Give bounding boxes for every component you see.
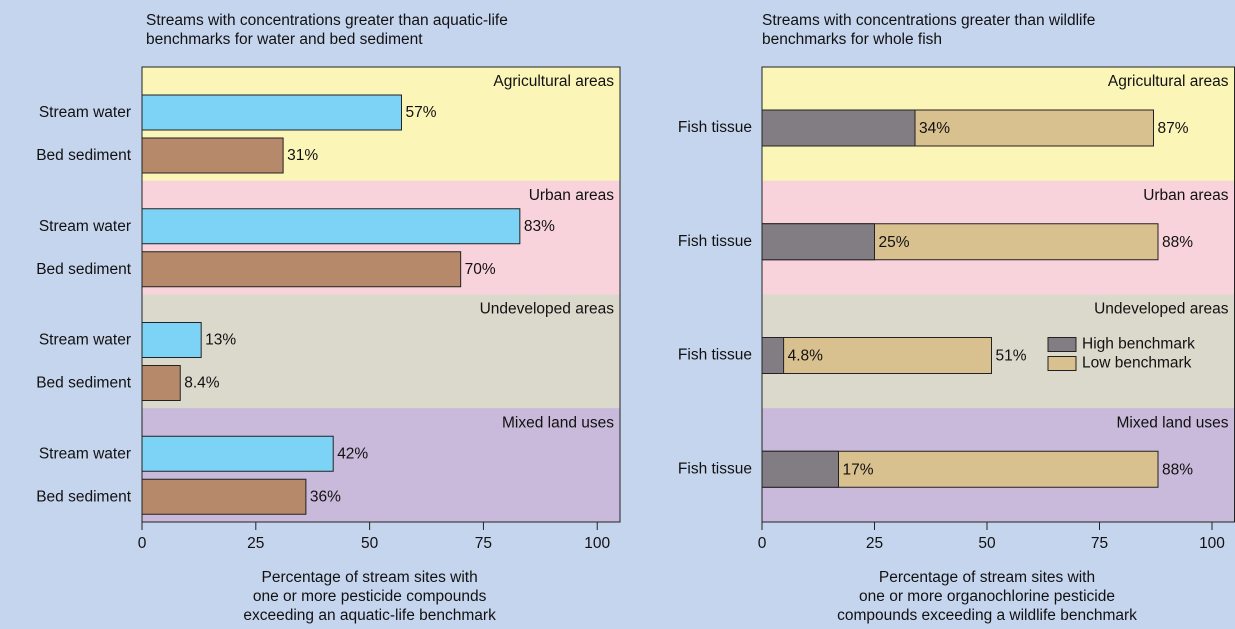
bar [761,450,839,488]
value-label: 34% [919,120,950,137]
value-label: 8.4% [184,375,220,392]
group-label: Mixed land uses [1116,414,1228,431]
value-label: 88% [1162,461,1193,478]
bar [141,251,462,288]
x-tick-label: 50 [978,535,996,552]
value-label: 25% [879,234,910,251]
group-label: Undeveloped areas [1094,301,1229,318]
bar [141,478,307,515]
legend-label: Low benchmark [1082,355,1192,372]
legend-label: High benchmark [1082,336,1195,353]
bar [141,435,334,472]
row-label: Stream water [39,332,131,349]
x-tick-label: 25 [866,535,883,552]
row-label: Bed sediment [36,147,131,164]
row-label: Fish tissue [678,347,752,364]
value-label: 42% [337,445,368,462]
group-label: Agricultural areas [493,73,614,90]
x-tick-label: 0 [758,535,767,552]
row-label: Fish tissue [678,460,752,477]
bar [761,109,916,147]
value-label: 83% [524,218,555,235]
bar [141,365,181,401]
value-label: 4.8% [788,348,824,365]
bar [141,94,402,131]
x-axis-label: one or more organochlorine pesticide [859,588,1115,605]
x-tick-label: 0 [138,535,147,552]
row-label: Fish tissue [678,119,752,136]
chart-title: Streams with concentrations greater than… [762,12,1095,29]
bar [761,223,875,261]
x-axis-label: one or more pesticide compounds [253,588,487,605]
chart-title: benchmarks for water and bed sediment [146,31,423,48]
value-label: 70% [465,261,496,278]
group-label: Undeveloped areas [480,301,615,318]
row-label: Bed sediment [36,488,131,505]
legend-swatch [1047,356,1077,371]
value-label: 57% [405,104,436,121]
x-axis-label: Percentage of stream sites with [261,569,477,586]
bar [141,208,521,245]
row-label: Stream water [39,218,131,235]
group-label: Urban areas [1143,187,1229,204]
row-label: Stream water [39,445,131,462]
x-tick-label: 75 [475,535,492,552]
x-tick-label: 50 [361,535,379,552]
x-tick-label: 100 [584,535,610,552]
value-label: 17% [843,461,874,478]
x-axis-label: Percentage of stream sites with [879,569,1095,586]
value-label: 88% [1162,234,1193,251]
group-label: Agricultural areas [1108,73,1229,90]
plot-frame [141,66,621,523]
x-axis-label: compounds exceeding a wildlife benchmark [837,607,1137,624]
chart-title: Streams with concentrations greater than… [146,12,508,29]
bar [761,337,785,374]
x-axis-label: exceeding an aquatic-life benchmark [243,607,496,624]
value-label: 87% [1158,120,1189,137]
value-label: 36% [310,488,341,505]
category-band [142,294,620,409]
row-label: Bed sediment [36,261,131,278]
x-tick-label: 100 [1199,535,1225,552]
value-label: 13% [205,332,236,349]
legend-swatch [1047,337,1077,352]
row-label: Stream water [39,104,131,121]
group-label: Mixed land uses [502,414,614,431]
value-label: 31% [287,147,318,164]
bar [141,137,284,174]
x-tick-label: 25 [247,535,264,552]
bar [761,337,992,374]
value-label: 51% [996,348,1027,365]
row-label: Fish tissue [678,233,752,250]
x-tick-label: 75 [1091,535,1108,552]
bar [141,322,202,358]
group-label: Urban areas [529,187,615,204]
chart-title: benchmarks for whole fish [762,31,942,48]
row-label: Bed sediment [36,375,131,392]
